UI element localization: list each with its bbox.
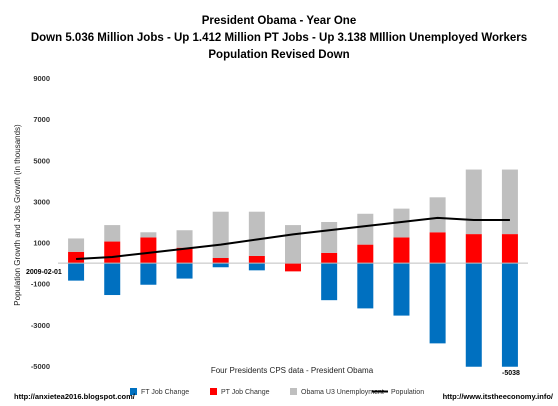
- ft-job-change-bar: [465, 263, 482, 367]
- u3-unemployment-bar: [501, 169, 518, 235]
- legend: FT Job Change PT Job Change Obama U3 Unemp…: [130, 388, 424, 396]
- pt-job-change-bar: [357, 244, 374, 264]
- u3-unemployment-bar: [248, 211, 265, 256]
- pt-job-change-bar: [140, 237, 157, 264]
- y-tick-label: 3000: [33, 197, 50, 206]
- pt-job-change-bar: [285, 263, 301, 272]
- annotations: 2009-02-01 -5038 Four Presidents CPS dat…: [26, 269, 520, 377]
- legend-entry: Population: [391, 389, 424, 396]
- ft-job-change-bar: [393, 263, 410, 316]
- ft-job-change-bar: [104, 263, 121, 296]
- ft-job-change-bar: [429, 263, 446, 344]
- u3-unemployment-bar: [104, 225, 121, 242]
- footer-right-url: http://www.itstheeconomy.info/: [443, 392, 554, 401]
- pt-job-change-bar: [248, 255, 265, 264]
- y-tick-label: 9000: [33, 74, 50, 83]
- legend-swatch: [210, 388, 217, 395]
- pt-job-change-bar: [212, 258, 229, 264]
- population-line: [76, 216, 510, 261]
- footer-left-url: http://anxietea2016.blogspot.com/: [14, 392, 136, 401]
- legend-entry: FT Job Change: [141, 389, 189, 396]
- pt-job-change-bar: [501, 234, 518, 264]
- y-tick-label: 7000: [33, 115, 50, 124]
- u3-unemployment-bar: [357, 213, 374, 245]
- u3-unemployment-bar: [176, 230, 193, 248]
- y-tick-label: 5000: [33, 156, 50, 165]
- u3-unemployment-bar: [68, 238, 85, 252]
- chart-title-line-3: Population Revised Down: [208, 49, 349, 61]
- y-tick-label: -3000: [31, 321, 50, 330]
- u3-unemployment-bar: [393, 208, 410, 238]
- legend-entry: Obama U3 Unemployment: [301, 389, 384, 396]
- pt-job-change-bar: [321, 252, 338, 264]
- ft-job-change-bar: [140, 263, 157, 285]
- y-tick-label: -5000: [31, 362, 50, 371]
- y-tick-label: -1000: [31, 280, 50, 289]
- chart-titles: President Obama - Year One Down 5.036 Mi…: [31, 15, 527, 61]
- u3-unemployment-bar: [212, 211, 229, 258]
- chart-title-line-2: Down 5.036 Million Jobs - Up 1.412 Milli…: [31, 32, 527, 44]
- x-axis-label: Four Presidents CPS data - President Oba…: [211, 366, 374, 375]
- min-value-label: -5038: [502, 370, 520, 377]
- pt-job-change-bar: [176, 247, 193, 264]
- legend-swatch: [290, 388, 297, 395]
- y-tick-label: 1000: [33, 239, 50, 248]
- ft-job-change-bar: [321, 263, 338, 301]
- pt-job-change-bar: [393, 237, 410, 264]
- start-date-label: 2009-02-01: [26, 269, 62, 276]
- pt-job-change-bar: [68, 251, 85, 264]
- ft-job-change-bar: [68, 263, 85, 281]
- u3-unemployment-bar: [429, 197, 446, 233]
- y-axis: -5000 -3000 -1000 1000 3000 5000 7000 9000: [31, 74, 50, 371]
- ft-job-change-bar: [176, 263, 193, 279]
- population-line-group: [76, 216, 510, 261]
- u3-unemployment-bar: [465, 169, 482, 235]
- u3-unemployment-bar: [140, 232, 157, 238]
- u3-unemployment-bar: [285, 225, 301, 264]
- legend-swatch: [130, 388, 137, 395]
- pt-job-change-bar: [429, 232, 446, 264]
- ft-job-change-bar: [248, 263, 265, 271]
- legend-entry: PT Job Change: [221, 389, 270, 396]
- ft-job-change-bar: [501, 263, 518, 367]
- pt-job-change-bar: [104, 241, 121, 264]
- chart-title-line-1: President Obama - Year One: [202, 15, 356, 27]
- y-axis-label: Population Growth and Jobs Growth (in th…: [13, 124, 22, 306]
- pt-job-change-bar: [465, 234, 482, 264]
- u3-unemployment-bar: [321, 222, 338, 253]
- ft-job-change-bar: [357, 263, 374, 309]
- ft-job-change-bar: [212, 263, 229, 268]
